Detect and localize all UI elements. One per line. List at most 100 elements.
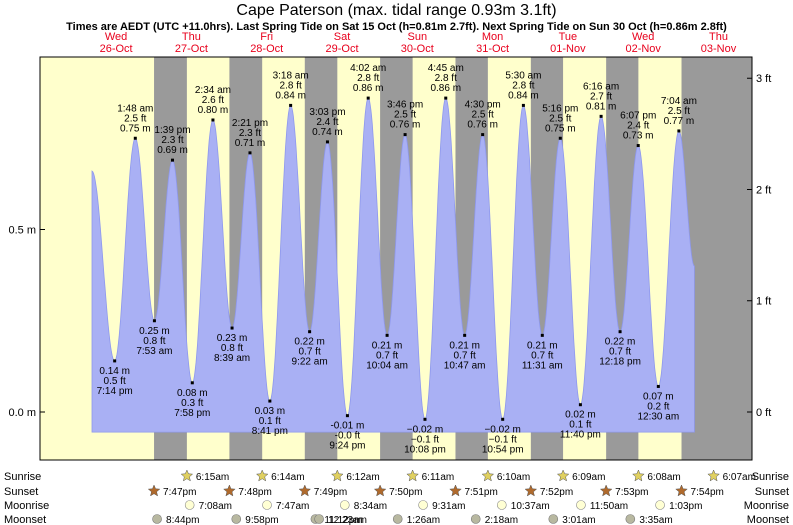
sunrise-time: 6:08am — [647, 472, 680, 483]
low-tide-height-m: 0.08 m — [177, 388, 208, 399]
right-axis: 0 ft 1 ft 2 ft 3 ft — [747, 73, 771, 419]
sunset-time: 7:53pm — [615, 487, 648, 498]
low-tide-height-m: −0.02 m — [407, 424, 443, 435]
sunset-icon — [223, 484, 236, 497]
low-tide-time: 7:58 pm — [174, 408, 210, 419]
low-tide-height-ft: 0.7 ft — [376, 350, 398, 361]
moonrise-icon — [496, 500, 507, 510]
moonset-time: 1:26am — [407, 515, 440, 525]
low-tide-height-m: 0.25 m — [139, 326, 170, 337]
moonset-icon — [392, 514, 403, 524]
day-of-week-label: Sat — [334, 31, 351, 43]
sunrise-icon — [255, 469, 269, 482]
day-of-week-label: Fri — [260, 31, 273, 43]
high-tide-time: 4:45 am — [428, 63, 464, 74]
low-tide-height-m: 0.03 m — [255, 406, 286, 417]
tide-point-marker — [289, 103, 293, 107]
low-tide-time: 9:24 pm — [329, 441, 365, 452]
moonrise-time: 9:31am — [432, 501, 465, 512]
tide-point-marker — [656, 384, 660, 388]
right-tick-label: 0 ft — [756, 407, 771, 419]
low-tide-time: 10:08 pm — [404, 444, 446, 455]
tide-point-marker — [170, 158, 174, 162]
high-tide-height-ft: 2.8 ft — [280, 80, 302, 91]
plot-border — [39, 56, 753, 461]
date-label: 28-Oct — [250, 43, 283, 55]
low-tide-height-ft: 0.7 ft — [454, 350, 476, 361]
sunrise-time: 6:15am — [196, 472, 229, 483]
low-tide-height-m: 0.22 m — [605, 337, 636, 348]
moonset-row-label: Moonset — [4, 514, 46, 525]
moonset-time: 12:23am — [328, 515, 367, 525]
tide-point-marker — [463, 333, 467, 337]
moonrise-time: 8:34am — [354, 501, 387, 512]
high-tide-height-m: 0.84 m — [508, 90, 539, 101]
right-tick-label: 2 ft — [756, 184, 771, 196]
high-tide-height-m: 0.86 m — [353, 83, 384, 94]
low-tide-height-m: 0.14 m — [99, 366, 130, 377]
sunset-icon — [373, 484, 387, 497]
high-tide-height-ft: 2.7 ft — [590, 91, 612, 102]
high-tide-time: 5:30 am — [505, 70, 541, 81]
low-tide-height-ft: 0.7 ft — [298, 347, 320, 358]
moonset-icon — [152, 514, 162, 524]
tide-point-marker — [366, 96, 370, 100]
high-tide-height-ft: 2.5 ft — [124, 113, 146, 124]
sunset-time: 7:47pm — [163, 487, 196, 498]
left-tick-label: 0.5 m — [8, 225, 36, 237]
tide-point-marker — [133, 136, 137, 140]
high-tide-time: 3:46 pm — [387, 100, 423, 111]
low-tide-time: 12:18 pm — [599, 357, 641, 368]
plot-frame — [39, 56, 753, 461]
chart-subtitle: Times are AEDT (UTC +11.0hrs). Last Spri… — [66, 21, 727, 33]
astronomy-rows: Sunrise Sunrise 6:15am 6:14am 6:12am 6:11am 6:… — [4, 469, 789, 525]
high-tide-height-m: 0.80 m — [198, 105, 229, 116]
day-of-week-label: Mon — [482, 31, 503, 43]
sunset-time: 7:52pm — [540, 487, 573, 498]
tide-curve — [91, 97, 695, 433]
right-tick-label: 1 ft — [756, 296, 771, 308]
moonset-icon — [314, 514, 324, 524]
tide-point-marker — [345, 414, 349, 418]
sunrise-time: 6:14am — [271, 472, 304, 483]
left-tick-label: 0.0 m — [8, 407, 36, 419]
sunset-icon — [449, 484, 462, 497]
low-tide-height-m: −0.02 m — [484, 424, 520, 435]
low-tide-height-ft: −0.1 ft — [489, 434, 517, 445]
sunrise-icon — [180, 469, 194, 482]
date-label: 31-Oct — [476, 43, 509, 55]
moonset-icon — [625, 514, 636, 524]
moonrise-icon — [184, 500, 195, 510]
right-tick-label: 3 ft — [756, 73, 771, 85]
high-tide-height-m: 0.76 m — [390, 120, 421, 131]
moonset-time: 11:12pm — [324, 515, 362, 525]
low-tide-time: 8:39 am — [214, 353, 250, 364]
moonrise-row-label: Moonrise — [4, 500, 49, 512]
moonset-icon — [548, 514, 559, 524]
high-tide-height-ft: 2.5 ft — [472, 110, 494, 121]
tide-point-marker — [599, 114, 603, 118]
low-tide-time: 7:53 am — [136, 346, 172, 357]
sunrise-time: 6:12am — [346, 472, 379, 483]
sunset-icon — [298, 484, 312, 497]
high-tide-height-ft: 2.8 ft — [512, 80, 534, 91]
day-of-week-label: Wed — [632, 31, 654, 43]
moonrise-icon — [262, 500, 272, 510]
sunrise-row-label: Sunrise — [4, 471, 41, 483]
day-headers: Wed26-OctThu27-OctFri28-OctSat29-OctSun3… — [100, 31, 737, 55]
low-tide-height-ft: 0.5 ft — [104, 376, 126, 387]
low-tide-height-m: 0.21 m — [449, 340, 480, 351]
high-tide-height-m: 0.74 m — [312, 127, 343, 138]
low-tide-time: 9:22 am — [292, 357, 328, 368]
low-tide-height-ft: −0.1 ft — [411, 434, 439, 445]
tide-point-marker — [325, 140, 329, 144]
day-of-week-label: Wed — [105, 31, 127, 43]
day-of-week-label: Tue — [559, 31, 578, 43]
day-of-week-label: Thu — [709, 31, 728, 43]
low-tide-time: 11:31 am — [522, 360, 563, 371]
tide-point-marker — [444, 96, 448, 100]
low-tide-height-m: 0.22 m — [294, 337, 325, 348]
high-tide-height-m: 0.81 m — [586, 101, 617, 112]
high-tide-height-ft: 2.4 ft — [316, 117, 338, 128]
